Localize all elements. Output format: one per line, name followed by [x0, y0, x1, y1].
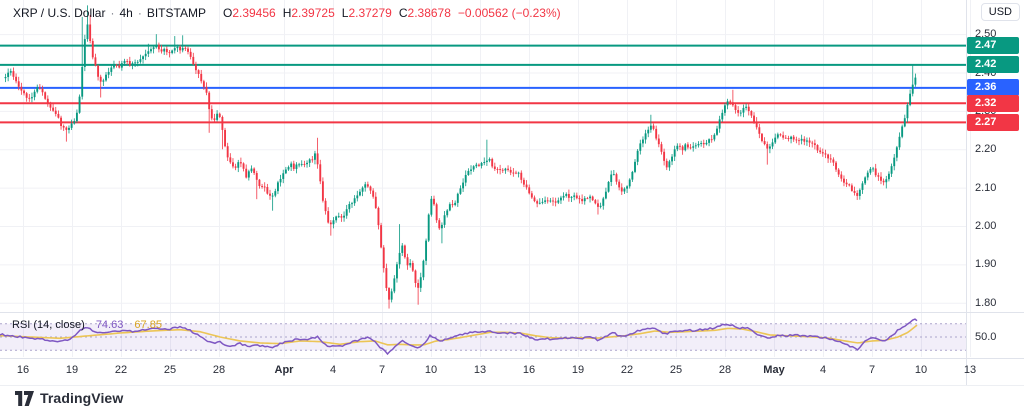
rsi-title[interactable]: RSI (14, close)	[12, 319, 85, 331]
time-tick-label: 13	[473, 364, 487, 376]
time-tick-label: 16	[522, 364, 536, 376]
gridlines	[0, 0, 971, 357]
time-tick-label: 22	[114, 364, 128, 376]
interval-label[interactable]: 4h	[119, 6, 133, 20]
price-tick-label: 2.00	[975, 220, 997, 233]
time-tick-label: 19	[571, 364, 585, 376]
time-tick-label: 22	[620, 364, 634, 376]
price-axis[interactable]: USD 2.502.402.302.202.102.001.901.8050.0…	[966, 0, 1024, 384]
legend-separator: ·	[110, 6, 115, 20]
price-tick-label: 2.20	[975, 143, 997, 156]
price-level-lines	[0, 44, 966, 124]
rsi-ma-value: 67.85	[134, 319, 162, 331]
ohlc-key: H	[282, 6, 292, 20]
ohlc-key: O	[222, 6, 233, 20]
time-tick-label: 10	[424, 364, 438, 376]
rsi-value: 74.63	[95, 319, 124, 331]
price-level-badge-2.27: 2.27	[967, 113, 1019, 131]
price-tick-label: 2.50	[975, 28, 997, 41]
rsi-legend[interactable]: RSI (14, close) 74.63 67.85	[12, 319, 162, 331]
price-level-badge-2.36: 2.36	[967, 79, 1019, 97]
price-level-badge-2.47: 2.47	[967, 37, 1019, 55]
ohlc-value: 2.39456	[232, 6, 276, 20]
time-tick-label: Apr	[274, 364, 294, 376]
ohlc-value: 2.37279	[348, 6, 392, 20]
symbol-legend[interactable]: XRP / U.S. Dollar · 4h · BITSTAMP O2.39456 H2.…	[13, 6, 561, 20]
legend-separator: ·	[137, 6, 142, 20]
time-tick-label: 4	[329, 364, 337, 376]
time-tick-label: 25	[163, 364, 177, 376]
price-level-badge-2.42: 2.42	[967, 56, 1019, 74]
time-tick-label: May	[763, 364, 785, 376]
time-tick-label: 10	[914, 364, 928, 376]
time-tick-label: 19	[65, 364, 79, 376]
ohlc-key: C	[398, 6, 408, 20]
candles	[4, 5, 917, 309]
symbol-title[interactable]: XRP / U.S. Dollar	[13, 6, 106, 20]
currency-label[interactable]: USD	[980, 3, 1020, 21]
tradingview-logo[interactable]: TradingView	[15, 390, 123, 406]
price-tick-label: 1.80	[975, 296, 997, 309]
exchange-label: BITSTAMP	[146, 6, 206, 20]
rsi-line	[0, 318, 918, 356]
time-tick-label: 28	[212, 364, 226, 376]
rsi-tick-label: 50.0	[975, 330, 997, 343]
time-tick-label: 7	[378, 364, 386, 376]
ohlc-key: L	[341, 6, 349, 20]
pane-separators	[0, 0, 1024, 386]
ohlc-value: 2.38678	[407, 6, 451, 20]
time-tick-label: 25	[669, 364, 683, 376]
change-label: −0.00562 (−0.23%)	[457, 6, 561, 20]
tradingview-logo-icon	[15, 390, 34, 406]
rsi-pane	[0, 318, 966, 356]
price-level-badge-2.32: 2.32	[967, 94, 1019, 112]
time-tick-label: 13	[963, 364, 977, 376]
ohlc-value: 2.39725	[291, 6, 335, 20]
time-tick-label: 4	[819, 364, 827, 376]
time-tick-label: 7	[868, 364, 876, 376]
rsi-ma-line	[0, 324, 918, 346]
tradingview-logo-text: TradingView	[40, 390, 124, 406]
price-tick-label: 1.90	[975, 258, 997, 271]
ohlc-values: O2.39456 H2.39725 L2.37279 C2.38678	[216, 6, 451, 20]
price-tick-label: 2.10	[975, 181, 997, 194]
time-tick-label: 28	[718, 364, 732, 376]
time-axis[interactable]: 16 19 22 25 28 Apr 4 7 10 13 16 19 22 25 28 May 4 7 10 13	[0, 358, 1024, 384]
time-tick-label: 16	[16, 364, 30, 376]
